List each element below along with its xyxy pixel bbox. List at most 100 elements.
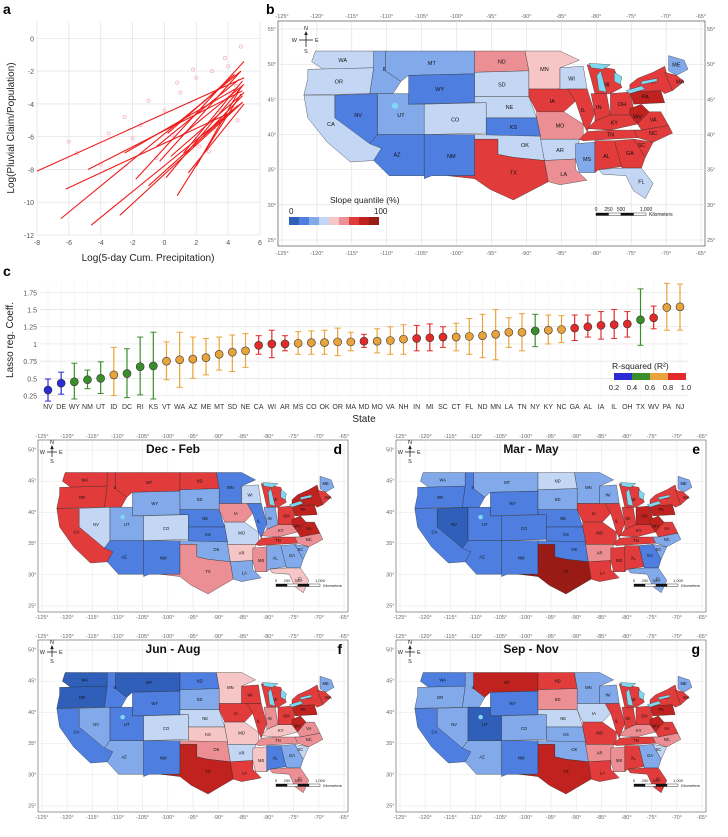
panel-b-state-map: WAORCAIDNVMTWYUTAZCONMNDSDNEKSOKTXMNIAMO… bbox=[303, 50, 689, 201]
panel-a-data-point bbox=[197, 144, 202, 149]
panel-f-state-me bbox=[319, 675, 335, 693]
panel-b-lon-label-bottom: -105° bbox=[415, 251, 428, 257]
panel-f-state-label-sd: SD bbox=[197, 697, 203, 702]
panel-a-regression-line bbox=[183, 80, 243, 154]
panel-d-state-label-sc: SC bbox=[297, 547, 303, 552]
panel-a-y-tick-label: -12 bbox=[24, 233, 34, 240]
panel-e-lon-label-bottom: -85° bbox=[596, 615, 606, 621]
panel-e-state-label-ne: NE bbox=[560, 516, 566, 521]
panel-g-lat-label: 40° bbox=[386, 710, 394, 716]
panel-b-lat-label-right: 35° bbox=[707, 168, 715, 174]
panel-e-state-label-nd: ND bbox=[555, 479, 561, 484]
panel-c-point-nm bbox=[83, 375, 92, 385]
panel-e-scale-segment bbox=[666, 583, 679, 587]
panel-e-scale-label: 250 bbox=[642, 578, 649, 583]
panel-c-point-tn bbox=[517, 327, 527, 337]
panel-g-scale-segment bbox=[633, 783, 646, 787]
panel-e-salt-lake bbox=[478, 514, 483, 520]
panel-a-lines bbox=[36, 60, 245, 226]
panel-d-lon-label-bottom: -100° bbox=[161, 615, 174, 621]
panel-e-state-label-wv: WV bbox=[652, 523, 659, 528]
panel-d-lon-label-bottom: -105° bbox=[136, 615, 149, 621]
panel-e-state-al bbox=[624, 545, 645, 573]
panel-a-data-point bbox=[178, 90, 183, 95]
panel-c-point-sc bbox=[438, 332, 448, 342]
panel-b-lon-label-top: -105° bbox=[415, 14, 428, 20]
r2-legend-tick-label: 0.8 bbox=[663, 383, 673, 392]
panel-e-compass-n: N bbox=[408, 440, 412, 446]
panel-c-point-ny bbox=[530, 326, 540, 336]
panel-b-state-label-ne: NE bbox=[506, 105, 514, 111]
panel-c-x-tick-label: SD bbox=[227, 404, 237, 411]
panel-b-state-label-ok: OK bbox=[521, 143, 529, 149]
panel-b-state-label-oh: OH bbox=[618, 102, 626, 108]
panel-e-map: -125° -125° -120° -120° -115° -115° -110° -110°… bbox=[386, 434, 707, 621]
panel-b-slope-legend: Slope quantile (%) 0 100 bbox=[289, 195, 400, 225]
panel-e-lat-label: 25° bbox=[386, 604, 394, 610]
panel-c-x-tick-label: NC bbox=[556, 404, 566, 411]
panel-a-data-point bbox=[191, 67, 196, 72]
panel-b-state-label-nc: NC bbox=[649, 131, 657, 137]
panel-f-lat-label: 25° bbox=[28, 804, 36, 810]
panel-e-lon-label-bottom: -120° bbox=[419, 615, 432, 621]
panel-b-state-label-sc: SC bbox=[638, 143, 646, 149]
panel-c-x-tick-label: UT bbox=[96, 404, 106, 411]
panel-b-lon-label-top: -110° bbox=[380, 14, 393, 20]
panel-c-point-fl bbox=[465, 332, 474, 341]
panel-d-panel-label: d bbox=[333, 441, 342, 457]
panel-c-point-nj bbox=[675, 302, 685, 312]
panel-g-state-label-ok: OK bbox=[571, 747, 577, 752]
panel-d-state-or bbox=[56, 485, 108, 509]
panel-c-x-tick-label: MN bbox=[490, 404, 501, 411]
panel-f-state-label-ia: IA bbox=[234, 711, 238, 716]
panel-d-state-label-wi: WI bbox=[247, 492, 252, 497]
panel-f-state-label-mn: MN bbox=[227, 685, 234, 690]
panel-g-scale-segment bbox=[644, 783, 657, 787]
panel-g-state-label-tx: TX bbox=[563, 769, 569, 774]
panel-d-scale-label: 500 bbox=[295, 578, 302, 583]
r2-legend-segment bbox=[668, 373, 686, 380]
panel-g-compass-arrow bbox=[408, 645, 412, 649]
panel-f-lon-label-bottom: -105° bbox=[136, 815, 149, 821]
panel-c-point-mt bbox=[214, 349, 224, 359]
panel-e-lat-label: 45° bbox=[386, 479, 394, 485]
panel-d-state-label-nc: NC bbox=[306, 537, 312, 542]
panel-f-lake bbox=[262, 682, 279, 688]
panel-b-lat-label-left: 55° bbox=[268, 27, 276, 33]
panel-g-lon-label-top: -65° bbox=[697, 634, 707, 640]
panel-c-point-mn bbox=[491, 330, 500, 339]
panel-a-data-point bbox=[106, 131, 111, 136]
panel-a-data-point bbox=[175, 80, 180, 85]
panel-g-state-label-mt: MT bbox=[504, 680, 510, 685]
panel-g-lon-label-top: -80° bbox=[621, 634, 631, 640]
panel-f-lon-label-bottom: -90° bbox=[213, 815, 223, 821]
panel-a-regression-line bbox=[180, 83, 245, 138]
panel-f-lon-label-bottom: -110° bbox=[111, 815, 124, 821]
panel-c-x-tick-label: CA bbox=[254, 404, 264, 411]
panel-c-x-tick-label: SC bbox=[438, 404, 448, 411]
panel-d-lon-label-top: -85° bbox=[238, 434, 248, 440]
panel-b-state-label-va: VA bbox=[650, 117, 657, 123]
panel-f-scale-unit: Kilometers bbox=[323, 783, 342, 788]
panel-a-data-point bbox=[162, 108, 167, 113]
panel-f-lat-label: 40° bbox=[28, 710, 36, 716]
panel-b-lat-label-right: 45° bbox=[707, 97, 715, 103]
panel-f-lon-label-top: -80° bbox=[263, 634, 273, 640]
panel-b-lon-label-bottom: -125° bbox=[275, 251, 288, 257]
panel-e-lon-label-bottom: -70° bbox=[672, 615, 682, 621]
panel-d-compass-s: S bbox=[50, 459, 54, 465]
panel-f-scale-label: 500 bbox=[295, 778, 302, 783]
panel-e-state-ma bbox=[674, 489, 690, 505]
panel-e-state-label-va: VA bbox=[664, 526, 669, 531]
panel-c-x-tick-label: DC bbox=[122, 404, 132, 411]
panel-f-lon-label-bottom: -115° bbox=[86, 815, 99, 821]
panel-a-data-point bbox=[194, 75, 199, 80]
panel-f-lon-label-top: -90° bbox=[213, 634, 223, 640]
panel-c-x-axis-label: State bbox=[352, 414, 376, 425]
panel-d-state-label-ia: IA bbox=[234, 511, 238, 516]
panel-d-state-label-nm: NM bbox=[160, 556, 167, 561]
panel-g-lon-label-bottom: -85° bbox=[596, 815, 606, 821]
panel-a-x-tick-label: -6 bbox=[66, 240, 72, 247]
panel-e-state-nc bbox=[652, 533, 682, 548]
panel-e-state-ms bbox=[610, 546, 625, 572]
